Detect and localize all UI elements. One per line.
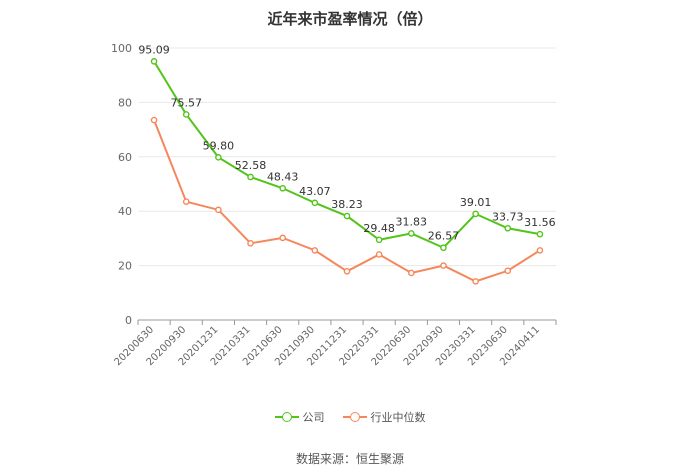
legend-swatch-industry-median [342, 412, 367, 422]
line-chart: 0204060801002020063020200930202012312021… [111, 42, 557, 368]
series-0-point [408, 230, 415, 237]
y-tick-label: 80 [118, 96, 132, 109]
legend-label-industry-median: 行业中位数 [370, 411, 426, 424]
series-0-point [150, 58, 158, 65]
data-label: 39.01 [460, 196, 492, 209]
series-1-point [375, 251, 383, 258]
data-label: 31.56 [524, 216, 556, 229]
series-1-point [279, 234, 286, 242]
chart-title: 近年来市盈率情况（倍） [267, 10, 433, 28]
data-label: 59.80 [203, 139, 235, 152]
series [150, 58, 544, 285]
grid-lines [138, 47, 556, 267]
series-0-point [279, 184, 286, 192]
data-label: 31.83 [396, 215, 428, 228]
series-1-point [440, 262, 447, 269]
data-label: 26.57 [428, 230, 460, 243]
series-1-point [504, 267, 512, 275]
series-0-point [247, 173, 254, 181]
data-label: 75.57 [170, 96, 202, 109]
series-1-point [150, 116, 158, 124]
y-tick-label: 60 [118, 151, 132, 164]
series-1-point [182, 198, 190, 205]
legend: 公司 行业中位数 [0, 409, 700, 425]
series-1-point [215, 206, 222, 214]
data-label: 33.73 [492, 210, 524, 223]
series-1-point [472, 278, 479, 285]
data-label: 29.48 [363, 222, 395, 235]
data-label: 43.07 [299, 185, 331, 198]
series-0-point [440, 244, 447, 252]
series-0-point [311, 199, 319, 207]
data-label: 48.43 [267, 170, 299, 183]
data-source: 数据来源：恒生聚源 [295, 452, 404, 466]
series-0-point [343, 212, 351, 220]
series-0-point [182, 111, 190, 118]
series-0-point [215, 154, 222, 161]
series-0-point [504, 224, 512, 232]
series-1-point [343, 268, 351, 275]
series-1-point [247, 239, 254, 247]
legend-item-company[interactable]: 公司 [274, 409, 325, 425]
series-1-point [536, 247, 544, 254]
series-0-point [375, 236, 383, 244]
series-0-point [472, 210, 479, 218]
series-1-point [408, 269, 415, 277]
data-label: 52.58 [235, 159, 267, 172]
legend-item-industry-median[interactable]: 行业中位数 [342, 409, 426, 425]
y-tick-label: 20 [118, 260, 132, 273]
data-label: 95.09 [138, 43, 170, 56]
series-1-point [311, 247, 319, 254]
series-0-point [536, 230, 544, 238]
data-labels: 95.09 75.57 59.8052.5848.4343.0738.2329.48… [138, 43, 555, 242]
data-label: 38.23 [331, 198, 363, 211]
series-line-0 [153, 60, 541, 249]
legend-label-company: 公司 [302, 411, 325, 424]
y-tick-label: 100 [111, 42, 132, 55]
y-tick-label: 40 [118, 205, 132, 218]
y-tick-label: 0 [125, 314, 132, 327]
legend-swatch-company [274, 412, 299, 422]
